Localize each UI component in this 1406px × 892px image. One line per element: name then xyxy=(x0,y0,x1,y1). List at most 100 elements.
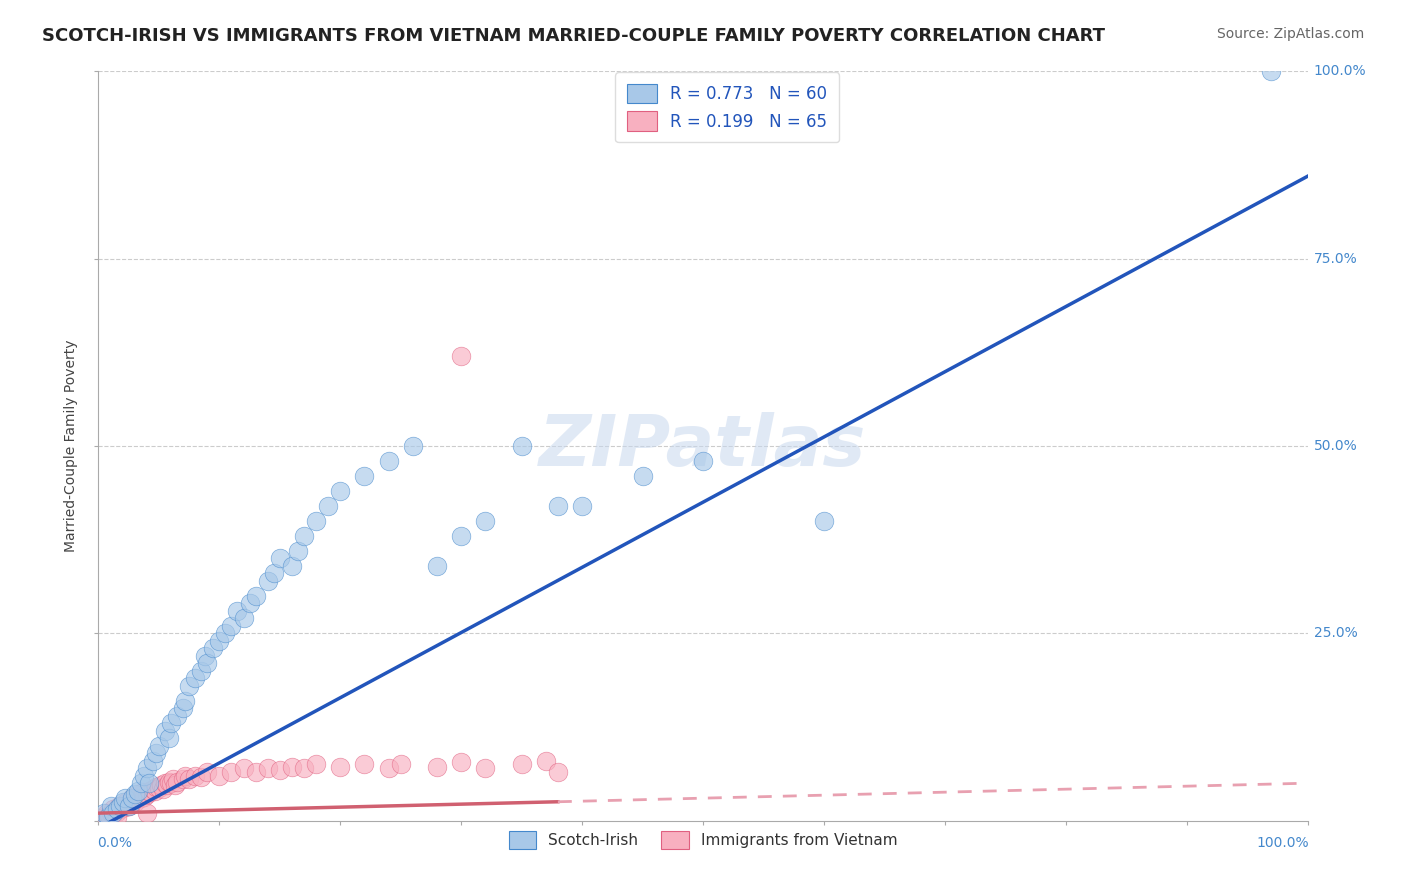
Point xyxy=(174,769,197,783)
Point xyxy=(195,657,218,671)
Point xyxy=(221,619,243,633)
Text: Source: ZipAtlas.com: Source: ZipAtlas.com xyxy=(1216,27,1364,41)
Point xyxy=(184,671,207,685)
Point xyxy=(135,788,157,802)
Point xyxy=(221,764,243,779)
Point xyxy=(1260,64,1282,78)
Point xyxy=(281,558,304,573)
Point xyxy=(134,769,156,783)
Point xyxy=(124,795,146,809)
Point xyxy=(134,789,156,804)
Point xyxy=(256,761,278,775)
Point xyxy=(281,760,304,774)
Point xyxy=(190,664,212,678)
Point xyxy=(105,805,128,819)
Point xyxy=(156,778,179,792)
Text: 100.0%: 100.0% xyxy=(1313,64,1367,78)
Point xyxy=(510,439,533,453)
Point xyxy=(105,810,128,824)
Point xyxy=(474,514,496,528)
Point xyxy=(534,754,557,768)
Point xyxy=(195,764,218,779)
Point xyxy=(129,791,152,805)
Point xyxy=(269,763,291,777)
Point xyxy=(148,739,170,753)
Point xyxy=(111,795,134,809)
Point xyxy=(305,757,328,772)
Point xyxy=(152,782,174,797)
Point xyxy=(474,761,496,775)
Point xyxy=(426,760,449,774)
Point xyxy=(129,776,152,790)
Point xyxy=(226,604,249,618)
Point xyxy=(121,791,143,805)
Point xyxy=(402,439,425,453)
Point xyxy=(263,566,285,581)
Point xyxy=(172,701,194,715)
Point xyxy=(96,806,118,821)
Point xyxy=(269,551,291,566)
Point xyxy=(166,708,188,723)
Point xyxy=(160,776,183,790)
Point xyxy=(143,783,166,797)
Point xyxy=(377,454,399,468)
Point xyxy=(377,761,399,775)
Point xyxy=(450,349,472,363)
Point xyxy=(160,716,183,731)
Point xyxy=(179,772,201,787)
Point xyxy=(510,757,533,772)
Point xyxy=(389,757,412,772)
Point xyxy=(232,611,254,625)
Text: 25.0%: 25.0% xyxy=(1313,626,1357,640)
Point xyxy=(245,764,267,779)
Point xyxy=(329,483,352,498)
Point xyxy=(353,757,375,772)
Text: SCOTCH-IRISH VS IMMIGRANTS FROM VIETNAM MARRIED-COUPLE FAMILY POVERTY CORRELATIO: SCOTCH-IRISH VS IMMIGRANTS FROM VIETNAM … xyxy=(42,27,1105,45)
Point xyxy=(148,781,170,796)
Point xyxy=(305,514,328,528)
Point xyxy=(245,589,267,603)
Point xyxy=(239,596,262,610)
Point xyxy=(214,626,236,640)
Point xyxy=(450,755,472,769)
Point xyxy=(450,529,472,543)
Point xyxy=(163,778,186,792)
Point xyxy=(162,772,184,787)
Legend: Scotch-Irish, Immigrants from Vietnam: Scotch-Irish, Immigrants from Vietnam xyxy=(499,822,907,858)
Point xyxy=(100,798,122,813)
Point xyxy=(111,798,134,813)
Point xyxy=(631,469,654,483)
Point xyxy=(292,529,315,543)
Point xyxy=(329,760,352,774)
Point xyxy=(108,802,131,816)
Point xyxy=(127,788,149,802)
Point xyxy=(571,499,593,513)
Point xyxy=(256,574,278,588)
Point xyxy=(127,791,149,805)
Point xyxy=(115,795,138,809)
Text: 50.0%: 50.0% xyxy=(1313,439,1357,453)
Point xyxy=(179,679,201,693)
Y-axis label: Married-Couple Family Poverty: Married-Couple Family Poverty xyxy=(65,340,79,552)
Point xyxy=(208,769,231,783)
Text: 75.0%: 75.0% xyxy=(1313,252,1357,266)
Point xyxy=(157,774,180,789)
Point xyxy=(108,798,131,813)
Point xyxy=(150,778,173,792)
Point xyxy=(93,806,115,821)
Point xyxy=(145,780,167,794)
Point xyxy=(101,802,124,816)
Point xyxy=(120,797,142,812)
Point xyxy=(172,772,194,787)
Point xyxy=(292,761,315,775)
Point xyxy=(184,769,207,783)
Point xyxy=(101,806,124,821)
Point xyxy=(813,514,835,528)
Point xyxy=(121,791,143,805)
Point xyxy=(100,806,122,821)
Point xyxy=(138,776,160,790)
Point xyxy=(353,469,375,483)
Point xyxy=(232,761,254,775)
Point xyxy=(124,788,146,802)
Point xyxy=(174,694,197,708)
